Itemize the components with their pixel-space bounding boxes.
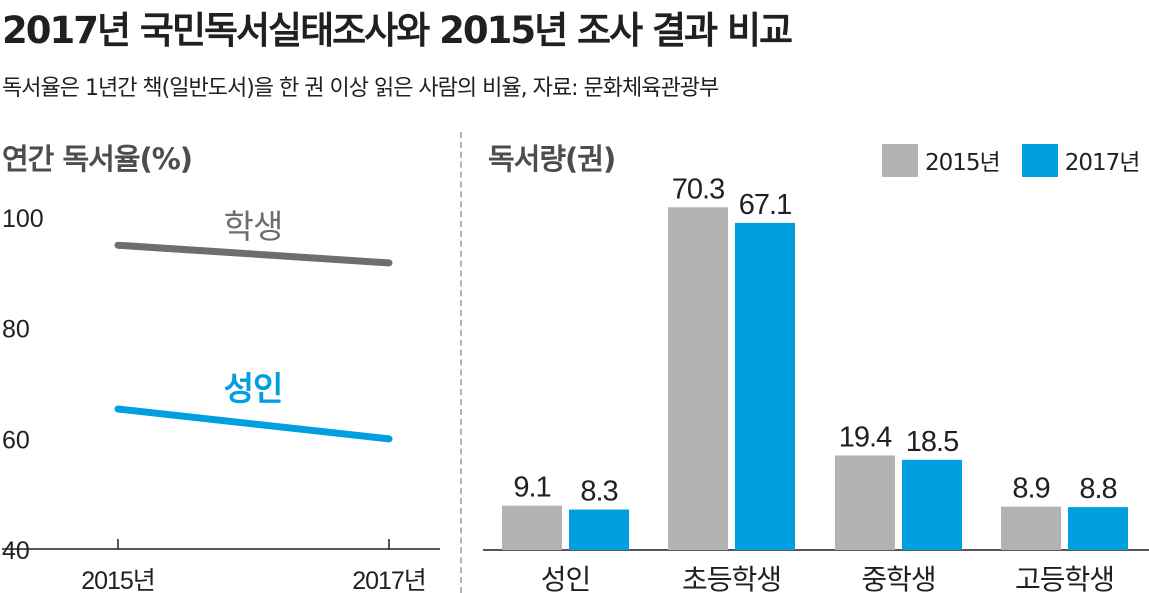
page-title: 2017년 국민독서실태조사와 2015년 조사 결과 비교 bbox=[2, 9, 793, 52]
series-label-student: 학생 bbox=[224, 207, 283, 246]
series-line-adult bbox=[114, 405, 393, 443]
y-tick-label: 60 bbox=[2, 426, 30, 454]
bar-value-label: 70.3 bbox=[672, 173, 724, 205]
series-line-student bbox=[114, 241, 393, 267]
bar-chart-title: 독서량(권) bbox=[488, 142, 616, 176]
x-tick-label: 2015년 bbox=[81, 567, 155, 593]
bar bbox=[502, 505, 562, 550]
legend-swatch-2017 bbox=[1021, 143, 1058, 177]
bar-value-label: 8.9 bbox=[1012, 473, 1049, 505]
bar bbox=[1001, 506, 1061, 550]
bar bbox=[1068, 507, 1128, 550]
bar-value-label: 8.8 bbox=[1079, 473, 1116, 505]
bar-value-label: 9.1 bbox=[513, 472, 550, 504]
bar-value-label: 19.4 bbox=[839, 421, 892, 453]
category-label: 중학생 bbox=[861, 563, 935, 593]
bar-value-label: 67.1 bbox=[739, 189, 791, 221]
x-tick-label: 2017년 bbox=[352, 567, 426, 593]
bar bbox=[735, 222, 795, 550]
category-label: 성인 bbox=[541, 563, 591, 593]
legend-label-2015: 2015년 bbox=[925, 150, 1001, 176]
page-subtitle: 독서율은 1년간 책(일반도서)을 한 권 이상 읽은 사람의 비율, 자료: … bbox=[2, 76, 719, 101]
category-label: 고등학생 bbox=[1015, 563, 1114, 593]
legend-swatch-2015 bbox=[882, 143, 918, 177]
bar bbox=[902, 459, 962, 550]
legend-label-2017: 2017년 bbox=[1064, 150, 1141, 176]
bar-value-label: 8.3 bbox=[580, 476, 617, 508]
y-tick-label: 40 bbox=[2, 537, 30, 565]
bar-value-label: 18.5 bbox=[906, 426, 958, 458]
line-chart-title: 연간 독서율(%) bbox=[2, 142, 193, 176]
bar bbox=[569, 509, 629, 550]
bar-legend: 2015년 2017년 bbox=[882, 143, 1149, 177]
y-tick-label: 100 bbox=[2, 205, 44, 233]
series-label-adult: 성인 bbox=[224, 369, 283, 408]
bar bbox=[668, 207, 728, 550]
category-label: 초등학생 bbox=[682, 563, 781, 593]
y-tick-label: 80 bbox=[2, 316, 30, 344]
panel-divider bbox=[460, 132, 462, 593]
bar bbox=[835, 455, 895, 550]
